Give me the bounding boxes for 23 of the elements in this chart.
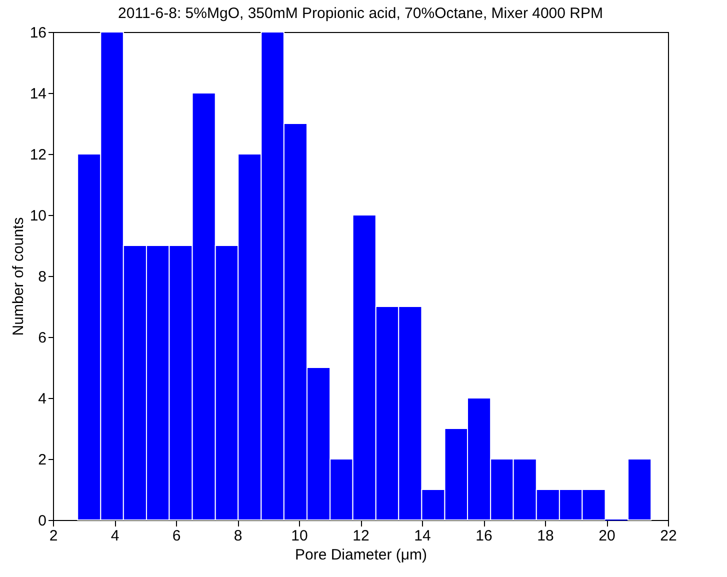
y-axis-title: Number of counts	[10, 217, 27, 336]
y-tick-label: 14	[30, 86, 46, 102]
x-tick-label: 2	[49, 528, 58, 544]
x-tick-label: 4	[110, 528, 120, 544]
x-tick-label: 20	[598, 528, 616, 544]
y-tick-label: 12	[30, 146, 46, 164]
y-tick-label: 6	[38, 330, 46, 346]
x-tick-label: 22	[660, 528, 677, 544]
x-tick-label: 18	[537, 528, 554, 544]
x-tick-label: 12	[352, 528, 370, 544]
x-tick-label: 8	[234, 528, 242, 544]
y-tick-label: 4	[38, 390, 46, 408]
y-tick-label: 8	[38, 268, 46, 286]
x-tick-label: 10	[291, 528, 308, 544]
chart-title: 2011-6-8: 5%MgO, 350mM Propionic acid, 70%Octane, Mixer 4000 RPM	[118, 5, 603, 22]
x-tick-label: 14	[414, 528, 431, 544]
x-tick-label: 6	[172, 528, 181, 544]
y-tick-label: 16	[30, 24, 46, 42]
y-tick-label: 2	[38, 452, 46, 468]
x-axis-title: Pore Diameter (μm)	[295, 546, 427, 564]
y-tick-label: 0	[38, 512, 46, 530]
y-tick-label: 10	[30, 208, 46, 224]
x-tick-label: 16	[476, 528, 492, 544]
